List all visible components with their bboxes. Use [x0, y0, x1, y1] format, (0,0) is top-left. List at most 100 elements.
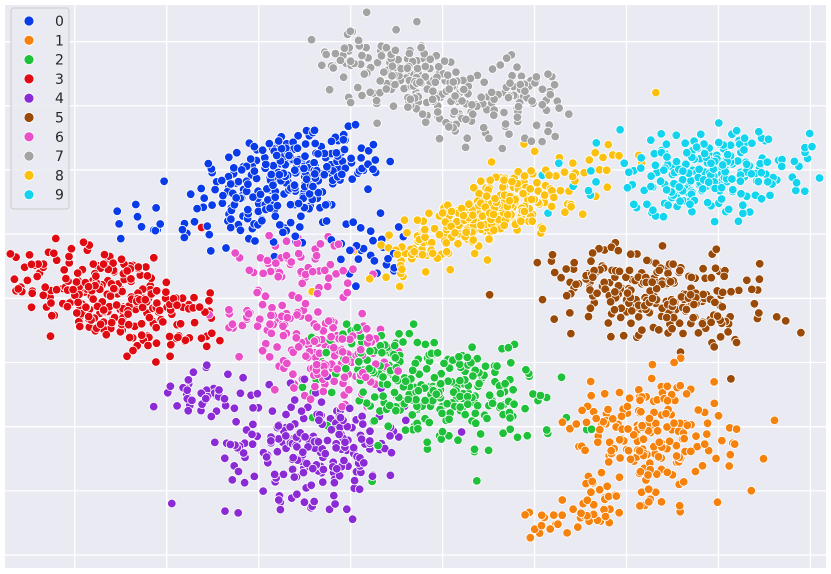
point-class-8 [584, 155, 595, 165]
point-class-8 [450, 228, 460, 238]
point-class-5 [796, 328, 806, 338]
point-class-0 [203, 158, 214, 169]
point-class-5 [637, 325, 647, 335]
point-class-7 [433, 107, 443, 117]
point-class-0 [268, 180, 278, 191]
legend-marker-4 [23, 92, 35, 104]
point-class-9 [738, 200, 748, 210]
point-class-4 [165, 381, 176, 392]
point-class-4 [313, 437, 324, 447]
point-class-0 [249, 141, 260, 152]
point-class-1 [537, 510, 547, 521]
point-class-7 [537, 136, 547, 147]
point-class-4 [269, 469, 280, 480]
point-class-2 [382, 379, 393, 390]
point-class-1 [562, 528, 572, 538]
point-class-7 [479, 122, 489, 133]
point-class-9 [754, 127, 764, 137]
point-class-3 [116, 254, 127, 264]
point-class-3 [133, 262, 144, 272]
point-class-2 [505, 413, 515, 423]
point-class-4 [306, 480, 317, 491]
point-class-1 [600, 511, 611, 522]
point-class-1 [553, 519, 563, 529]
point-class-4 [316, 397, 327, 407]
point-class-4 [248, 403, 258, 413]
point-class-8 [598, 152, 608, 163]
point-class-9 [646, 181, 656, 192]
point-class-0 [353, 254, 364, 264]
point-class-8 [437, 208, 448, 218]
point-class-2 [431, 389, 442, 399]
point-class-7 [512, 112, 523, 123]
point-class-6 [281, 250, 292, 261]
point-class-3 [98, 305, 109, 315]
point-class-0 [308, 181, 318, 192]
point-class-9 [636, 153, 646, 163]
point-class-4 [298, 467, 309, 478]
point-class-7 [420, 61, 431, 72]
point-class-1 [604, 457, 614, 467]
point-class-1 [702, 418, 713, 429]
point-class-7 [402, 63, 413, 73]
point-class-8 [559, 167, 570, 177]
point-class-4 [281, 431, 291, 441]
point-class-8 [507, 176, 517, 187]
point-class-9 [702, 197, 713, 208]
point-class-6 [313, 307, 323, 317]
point-class-5 [657, 241, 668, 251]
point-class-6 [262, 255, 273, 266]
point-class-2 [422, 437, 432, 448]
point-class-4 [320, 449, 331, 459]
point-class-5 [619, 331, 629, 341]
point-class-0 [229, 163, 239, 173]
point-class-7 [345, 26, 356, 37]
point-class-3 [51, 285, 62, 295]
point-class-3 [161, 277, 172, 288]
point-class-4 [214, 385, 224, 395]
point-class-7 [390, 45, 401, 56]
point-class-0 [217, 175, 227, 186]
point-class-0 [185, 189, 196, 199]
point-class-1 [608, 414, 618, 424]
point-class-7 [550, 131, 560, 142]
point-class-7 [321, 49, 331, 60]
point-class-2 [385, 400, 395, 411]
point-class-6 [356, 345, 366, 355]
legend-label-1: 1 [55, 33, 64, 49]
point-class-6 [325, 259, 336, 270]
point-class-0 [278, 227, 288, 238]
point-class-3 [175, 319, 186, 329]
point-class-1 [717, 435, 727, 446]
point-class-0 [301, 174, 312, 184]
point-class-1 [654, 437, 665, 448]
point-class-5 [668, 259, 678, 269]
point-class-1 [700, 439, 710, 449]
point-class-4 [225, 439, 236, 450]
point-class-0 [310, 169, 320, 179]
point-class-2 [535, 390, 546, 401]
point-class-2 [398, 337, 408, 347]
point-class-5 [571, 279, 581, 290]
point-class-2 [437, 427, 448, 437]
point-class-3 [204, 296, 214, 306]
point-class-0 [179, 232, 190, 243]
point-class-8 [464, 199, 474, 209]
point-class-7 [365, 87, 375, 98]
point-class-5 [698, 264, 708, 274]
point-class-6 [266, 328, 277, 339]
point-class-3 [149, 253, 159, 263]
point-class-8 [453, 239, 463, 249]
point-class-0 [348, 217, 358, 227]
point-class-7 [465, 73, 476, 84]
point-class-1 [637, 421, 647, 431]
point-class-4 [302, 458, 312, 469]
point-class-4 [296, 406, 307, 416]
point-class-1 [653, 452, 664, 462]
point-class-2 [480, 361, 491, 372]
point-class-3 [196, 333, 207, 344]
point-class-9 [800, 186, 810, 197]
legend-marker-1 [23, 34, 35, 46]
point-class-2 [498, 428, 508, 438]
point-class-4 [231, 417, 241, 427]
